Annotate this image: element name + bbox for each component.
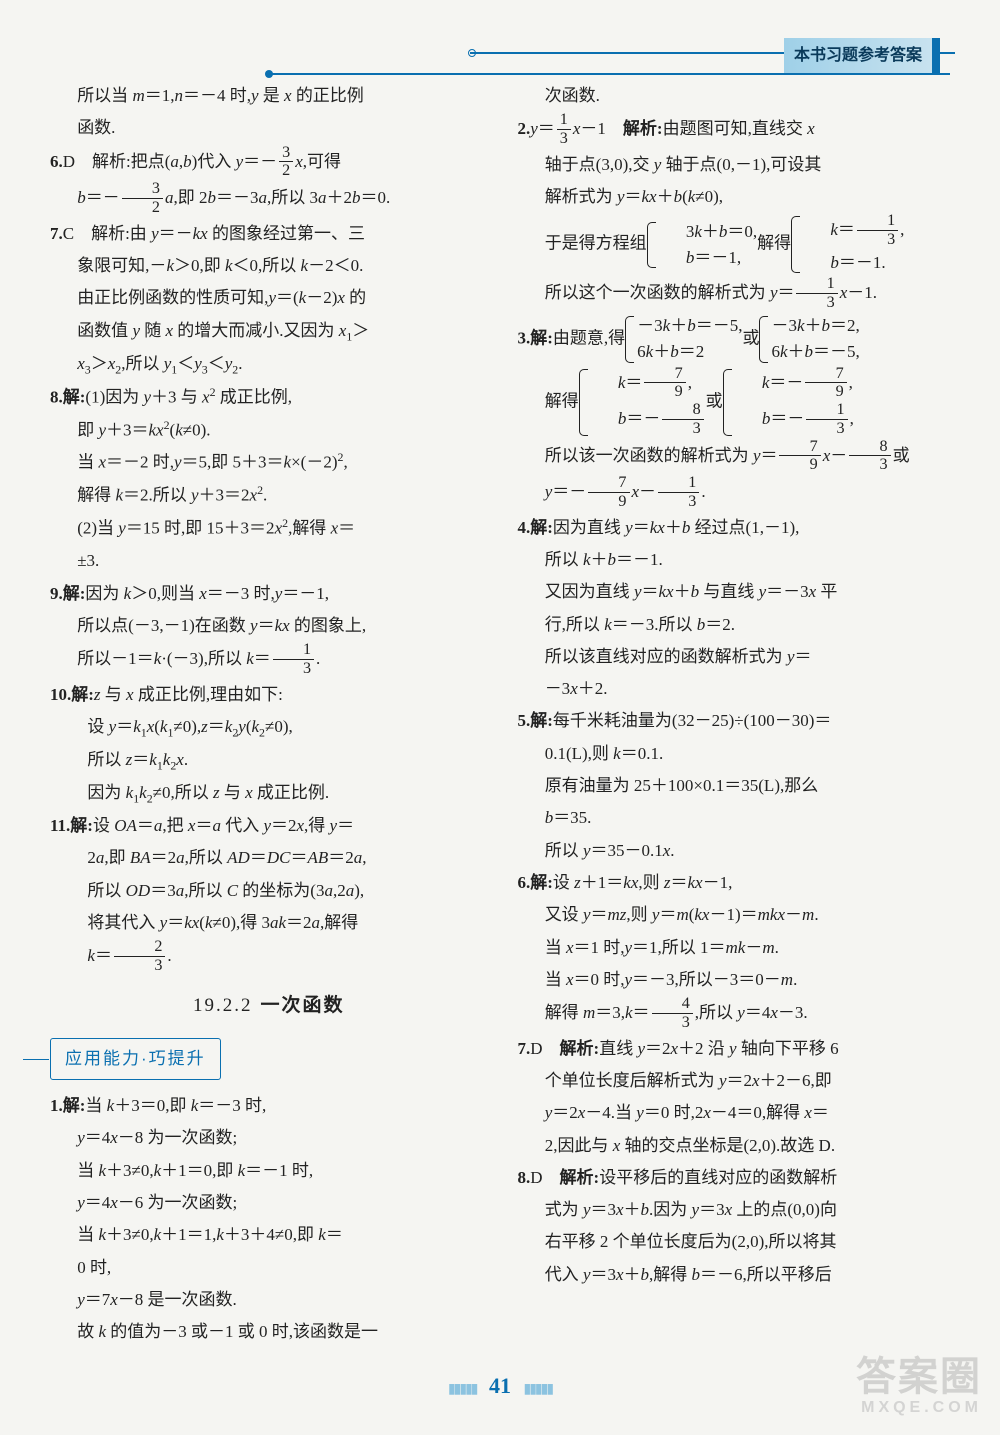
q8-1: 8.解:(1)因为 y＋3 与 x2 成正比例, <box>50 381 488 414</box>
r7-2: 个单位长度后解析式为 y＝2x＋2－6,即 <box>518 1065 956 1097</box>
r4-6: －3x＋2. <box>518 673 956 705</box>
q7-4: 函数值 y 随 x 的增大而减小.又因为 x1＞ <box>50 315 488 348</box>
b1-2: y＝4x－8 为一次函数; <box>50 1122 488 1154</box>
q6-2: b＝－32a,即 2b＝－3a,所以 3a＋2b＝0. <box>50 181 488 218</box>
r2-1: 2.y＝13x－1 解析:由题图可知,直线交 x <box>518 112 956 149</box>
r8-2: 式为 y＝3x＋b.因为 y＝3x 上的点(0,0)向 <box>518 1194 956 1226</box>
b1-4: y＝4x－6 为一次函数; <box>50 1187 488 1219</box>
r6-2: 又设 y＝mz,则 y＝m(kx－1)＝mkx－m. <box>518 899 956 931</box>
r6-3: 当 x＝1 时,y＝1,所以 1＝mk－m. <box>518 932 956 964</box>
r4-5: 所以该直线对应的函数解析式为 y＝ <box>518 641 956 673</box>
p-intro-2: 函数. <box>50 112 488 144</box>
p-intro-1: 所以当 m＝1,n＝－4 时,y 是 x 的正比例 <box>50 80 488 112</box>
q10-2: 设 y＝k1x(k1≠0),z＝k2y(k2≠0), <box>50 711 488 744</box>
page-footer: ▮▮▮▮▮ 41 ▮▮▮▮▮ <box>0 1365 1000 1407</box>
b1-9: 次函数. <box>518 80 956 112</box>
r7-4: 2,因此与 x 轴的交点坐标是(2,0).故选 D. <box>518 1130 956 1162</box>
q7-2: 象限可知,－k＞0,即 k＜0,所以 k－2＜0. <box>50 250 488 282</box>
watermark-bottom: MXQE.COM <box>856 1399 982 1417</box>
r5-4: b＝35. <box>518 802 956 834</box>
r5-5: 所以 y＝35－0.1x. <box>518 835 956 867</box>
b1-6: 0 时, <box>50 1252 488 1284</box>
r6-4: 当 x＝0 时,y＝－3,所以－3＝0－m. <box>518 964 956 996</box>
header-subline <box>269 73 950 75</box>
b1-1: 1.解:当 k＋3＝0,即 k＝－3 时, <box>50 1090 488 1122</box>
q8-6: ±3. <box>50 545 488 577</box>
r8-1: 8.D 解析:设平移后的直线对应的函数解析 <box>518 1162 956 1194</box>
header-label: 本书习题参考答案 <box>784 38 940 74</box>
q11-3: 所以 OD＝3a,所以 C 的坐标为(3a,2a), <box>50 875 488 907</box>
q9-2: 所以点(－3,－1)在函数 y＝kx 的图象上, <box>50 610 488 642</box>
q11-4: 将其代入 y＝kx(k≠0),得 3ak＝2a,解得 <box>50 907 488 939</box>
page-number: 41 <box>489 1373 511 1398</box>
q10-3: 所以 z＝k1k2x. <box>50 744 488 777</box>
q8-3: 当 x＝－2 时,y＝5,即 5＋3＝k×(－2)2, <box>50 446 488 479</box>
footer-deco-left: ▮▮▮▮▮ <box>448 1382 477 1397</box>
r7-3: y＝2x－4.当 y＝0 时,2x－4＝0,解得 x＝ <box>518 1097 956 1129</box>
r2-3: 解析式为 y＝kx＋b(k≠0), <box>518 181 956 213</box>
q10-4: 因为 k1k2≠0,所以 z 与 x 成正比例. <box>50 777 488 810</box>
b1-3: 当 k＋3≠0,k＋1＝0,即 k＝－1 时, <box>50 1155 488 1187</box>
r2-5: 所以这个一次函数的解析式为 y＝13x－1. <box>518 276 956 313</box>
q8-5: (2)当 y＝15 时,即 15＋3＝2x2,解得 x＝ <box>50 512 488 545</box>
section-name: 一次函数 <box>260 995 344 1016</box>
r7-1: 7.D 解析:直线 y＝2x＋2 沿 y 轴向下平移 6 <box>518 1033 956 1065</box>
section-title: 19.2.2 一次函数 <box>50 988 488 1024</box>
q11-5: k＝23. <box>50 939 488 976</box>
q7-1: 7.C 解析:由 y＝－kx 的图象经过第一、三 <box>50 218 488 250</box>
b1-5: 当 k＋3≠0,k＋1＝1,k＋3＋4≠0,即 k＝ <box>50 1219 488 1251</box>
q10-1: 10.解:z 与 x 成正比例,理由如下: <box>50 679 488 711</box>
watermark: 答案圈 MXQE.COM <box>856 1355 982 1417</box>
footer-deco-right: ▮▮▮▮▮ <box>524 1382 553 1397</box>
q11-1: 11.解:设 OA＝a,把 x＝a 代入 y＝2x,得 y＝ <box>50 810 488 842</box>
r8-3: 右平移 2 个单位长度后为(2,0),所以将其 <box>518 1226 956 1258</box>
r5-2: 0.1(L),则 k＝0.1. <box>518 738 956 770</box>
r5-1: 5.解:每千米耗油量为(32－25)÷(100－30)＝ <box>518 705 956 737</box>
r6-5: 解得 m＝3,k＝43,所以 y＝4x－3. <box>518 996 956 1033</box>
q9-3: 所以－1＝k·(－3),所以 k＝13. <box>50 642 488 679</box>
r8-4: 代入 y＝3x＋b,解得 b＝－6,所以平移后 <box>518 1259 956 1291</box>
skill-box: 应用能力·巧提升 <box>50 1038 221 1080</box>
r3-2: 解得k＝79,b＝－83或k＝－79,b＝－13, <box>518 366 956 439</box>
r4-1: 4.解:因为直线 y＝kx＋b 经过点(1,－1), <box>518 512 956 544</box>
content-columns: 所以当 m＝1,n＝－4 时,y 是 x 的正比例 函数. 6.D 解析:把点(… <box>50 80 955 1365</box>
q9-1: 9.解:因为 k＞0,则当 x＝－3 时,y＝－1, <box>50 578 488 610</box>
q7-3: 由正比例函数的性质可知,y＝(k－2)x 的 <box>50 282 488 314</box>
b1-8: 故 k 的值为－3 或－1 或 0 时,该函数是一 <box>50 1316 488 1348</box>
b1-7: y＝7x－8 是一次函数. <box>50 1284 488 1316</box>
q8-2: 即 y＋3＝kx2(k≠0). <box>50 414 488 447</box>
r3-1: 3.解:由题意,得－3k＋b＝－5,6k＋b＝2或－3k＋b＝2,6k＋b＝－5… <box>518 313 956 366</box>
q7-5: x3＞x2,所以 y1＜y3＜y2. <box>50 348 488 381</box>
q11-2: 2a,即 BA＝2a,所以 AD＝DC＝AB＝2a, <box>50 842 488 874</box>
watermark-top: 答案圈 <box>856 1355 982 1399</box>
q8-4: 解得 k＝2.所以 y＋3＝2x2. <box>50 479 488 512</box>
section-number: 19.2.2 <box>193 995 253 1016</box>
r4-3: 又因为直线 y＝kx＋b 与直线 y＝－3x 平 <box>518 576 956 608</box>
r3-3: 所以该一次函数的解析式为 y＝79x－83或 <box>518 439 956 476</box>
r4-2: 所以 k＋b＝－1. <box>518 544 956 576</box>
q6: 6.D 解析:把点(a,b)代入 y＝－32x,可得 <box>50 145 488 182</box>
r2-4: 于是得方程组3k＋b＝0,b＝－1,解得k＝13,b＝－1. <box>518 213 956 276</box>
r4-4: 行,所以 k＝－3.所以 b＝2. <box>518 609 956 641</box>
r3-4: y＝－79x－13. <box>518 475 956 512</box>
r2-2: 轴于点(3,0),交 y 轴于点(0,－1),可设其 <box>518 149 956 181</box>
r5-3: 原有油量为 25＋100×0.1＝35(L),那么 <box>518 770 956 802</box>
r6-1: 6.解:设 z＋1＝kx,则 z＝kx－1, <box>518 867 956 899</box>
